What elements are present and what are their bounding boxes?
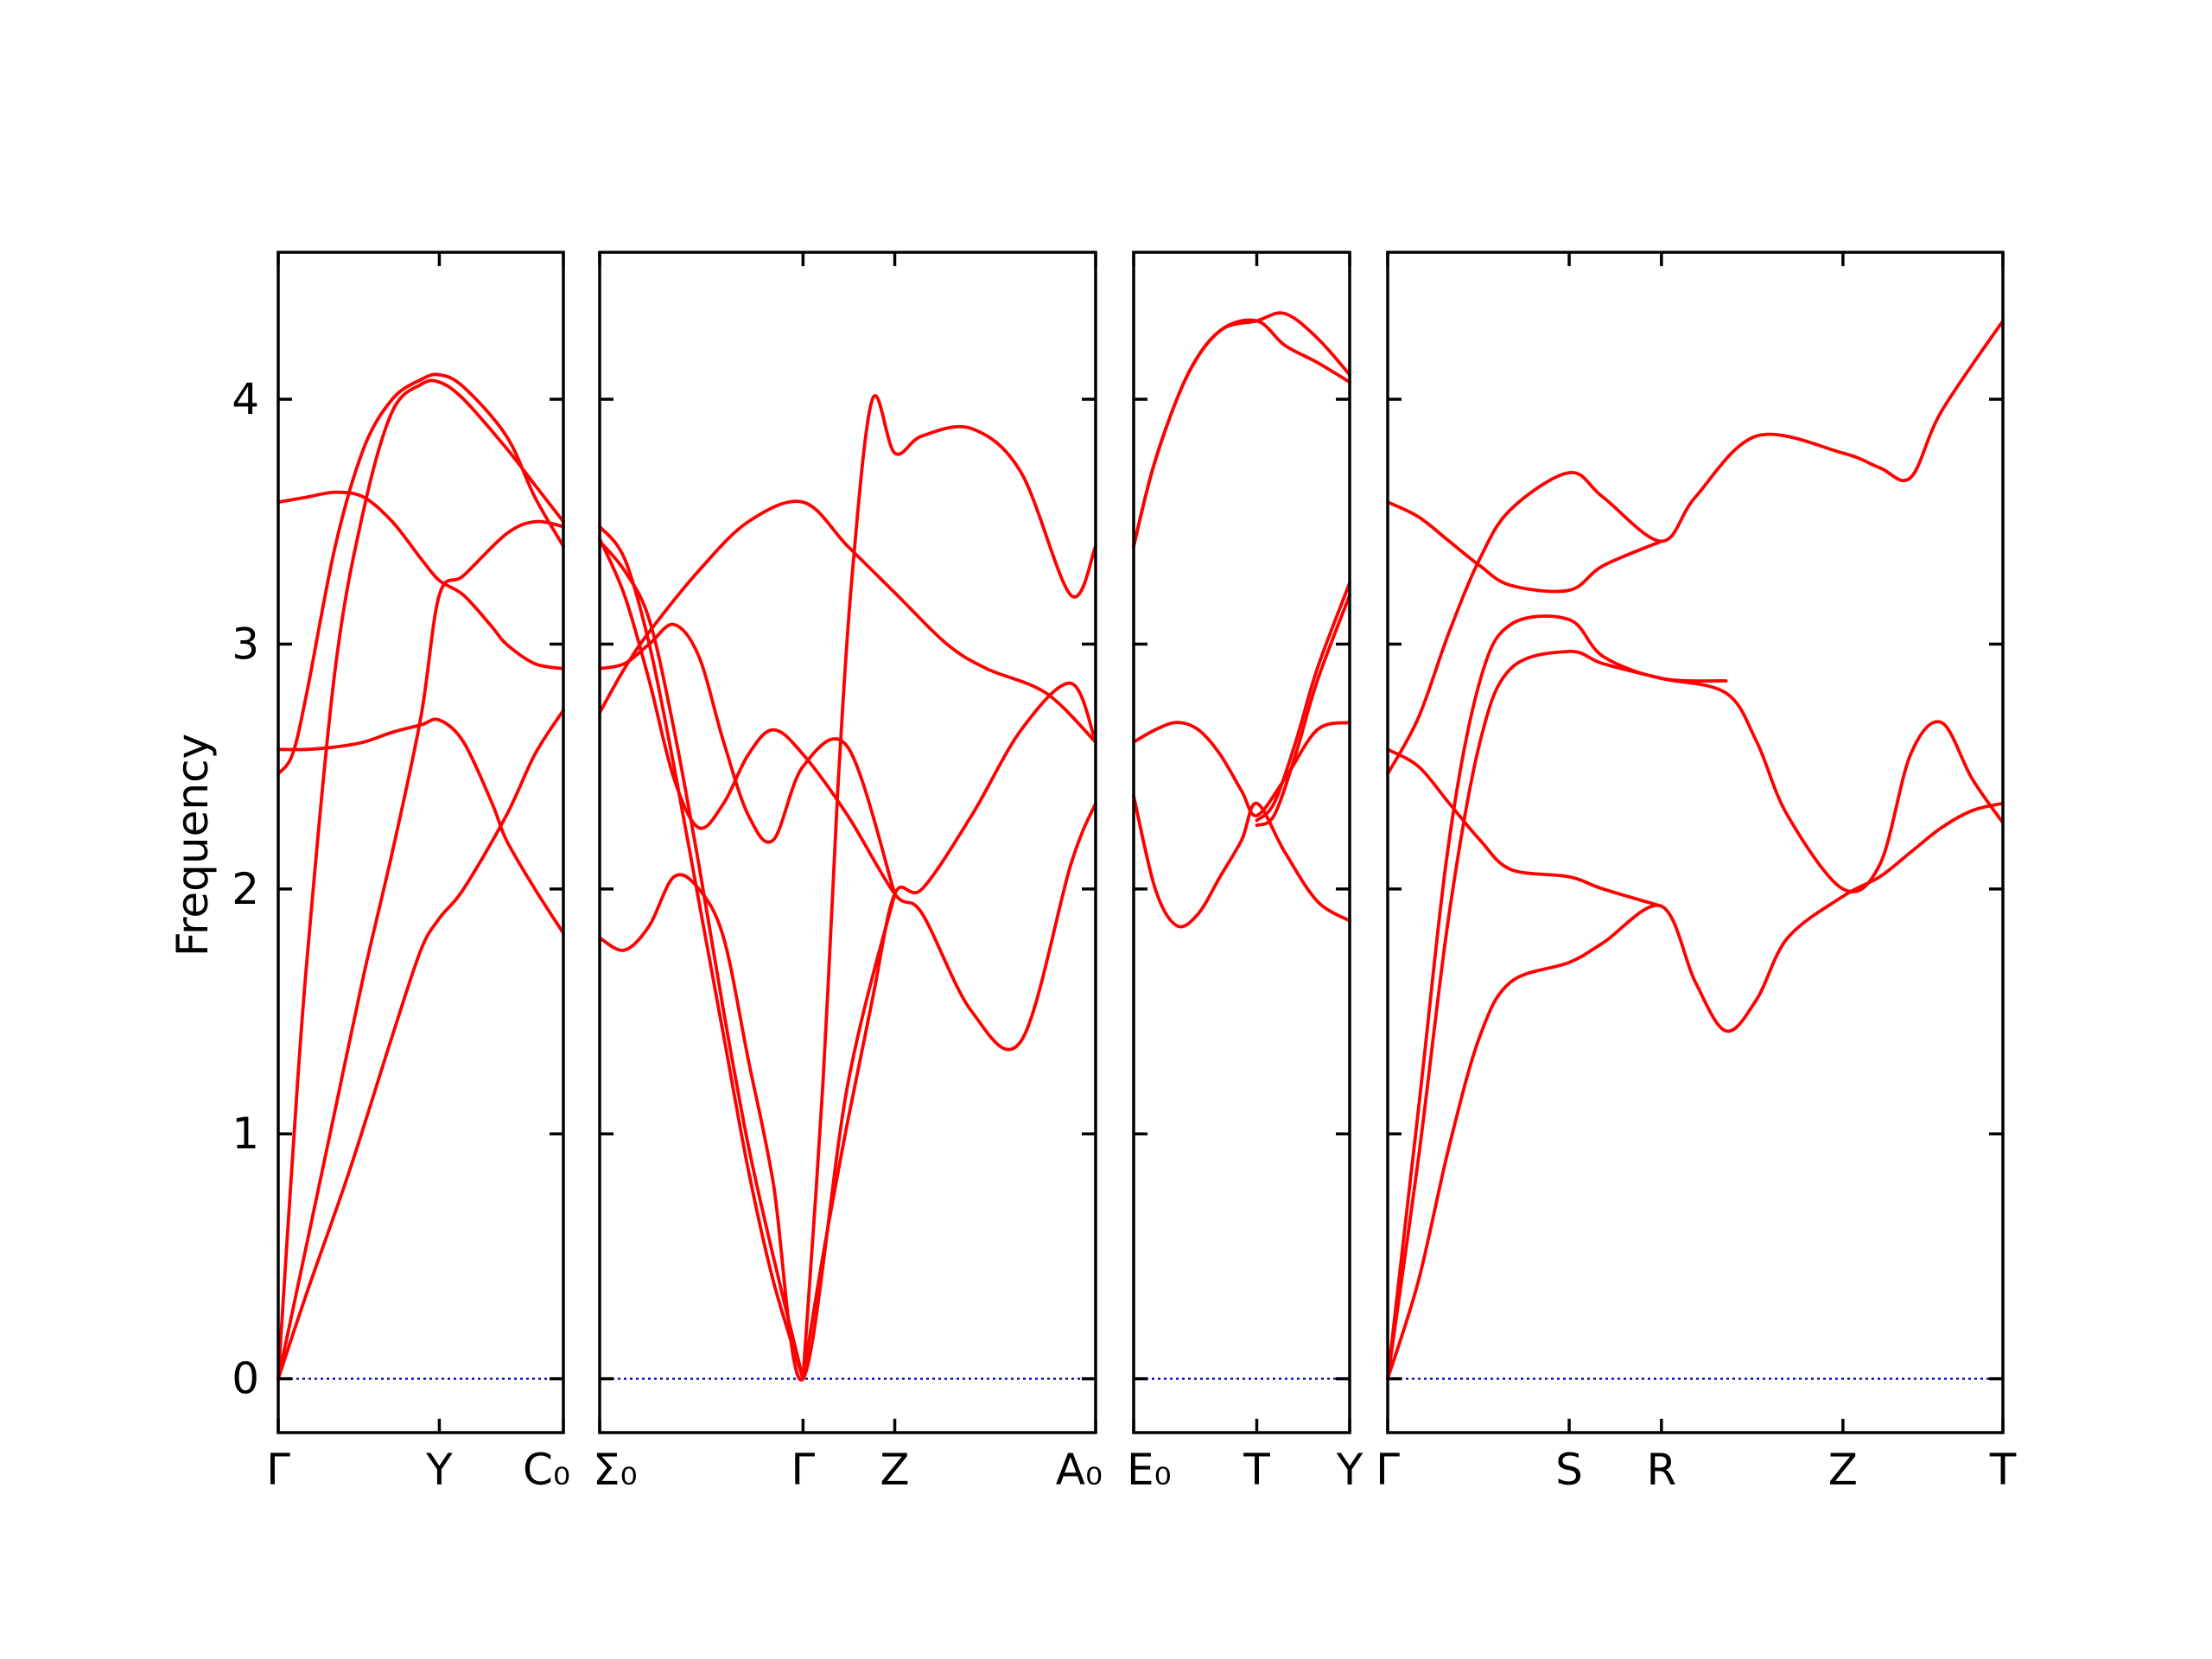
band-3 [276, 378, 565, 1381]
panel-1: 0 1 2 3 4 Γ Y C₀ [232, 251, 570, 1495]
x-tick-label: Γ [1376, 1445, 1400, 1495]
band-1 [598, 499, 1097, 744]
band-6 [598, 537, 1097, 1052]
y-tick-label: 1 [232, 1109, 259, 1159]
band-5 [801, 394, 1097, 1381]
panel-frame [276, 251, 565, 1434]
band-8 [598, 873, 897, 1382]
x-tick-label: E₀ [1127, 1445, 1172, 1495]
band-6 [1386, 747, 1663, 908]
band-6 [1255, 593, 1351, 828]
x-tick-label: Γ [266, 1445, 290, 1495]
x-tick-label: Z [880, 1445, 909, 1495]
y-axis-label: Frequency [168, 734, 218, 957]
x-tick-label: C₀ [523, 1445, 570, 1495]
band-2 [1386, 649, 2005, 1381]
x-tick-label: S [1555, 1445, 1583, 1495]
band-4 [1386, 319, 2005, 776]
band-3 [598, 539, 805, 1381]
x-tick-label: R [1646, 1445, 1676, 1495]
band-4 [801, 681, 1097, 1381]
band-4 [276, 372, 565, 776]
band-5 [276, 490, 565, 671]
y-tick-label: 0 [232, 1354, 259, 1404]
y-tick-label: 4 [232, 374, 259, 424]
band-2 [276, 519, 565, 1381]
x-tick-label: T [1243, 1445, 1270, 1495]
y-tick-label: 3 [232, 619, 259, 669]
x-tick-label: A₀ [1056, 1445, 1103, 1495]
panel-frame [1132, 251, 1351, 1434]
band-5 [1386, 500, 1663, 594]
x-tick-label: Z [1828, 1445, 1858, 1495]
band-1 [276, 709, 565, 1381]
band-6 [276, 717, 565, 935]
band-3 [1132, 721, 1351, 817]
band-2 [598, 524, 805, 1381]
band-1 [1132, 318, 1351, 548]
x-tick-label: Y [1336, 1445, 1363, 1495]
band-7 [598, 622, 897, 896]
panel-frame [598, 251, 1097, 1434]
panel-3: E₀ T Y [1127, 251, 1363, 1495]
x-tick-label: T [1989, 1445, 2017, 1495]
panel-frame [1386, 251, 2005, 1434]
x-tick-label: Σ₀ [593, 1445, 638, 1495]
band-2 [1132, 311, 1351, 548]
y-tick-label: 2 [232, 864, 259, 914]
x-tick-label: Y [425, 1445, 453, 1495]
x-tick-label: Γ [791, 1445, 815, 1495]
band-5 [1255, 581, 1351, 823]
band-1 [1386, 801, 2005, 1381]
panel-2: Σ₀ Γ Z A₀ [593, 251, 1103, 1495]
band-3 [1386, 614, 1728, 1381]
band-4 [1132, 794, 1351, 929]
